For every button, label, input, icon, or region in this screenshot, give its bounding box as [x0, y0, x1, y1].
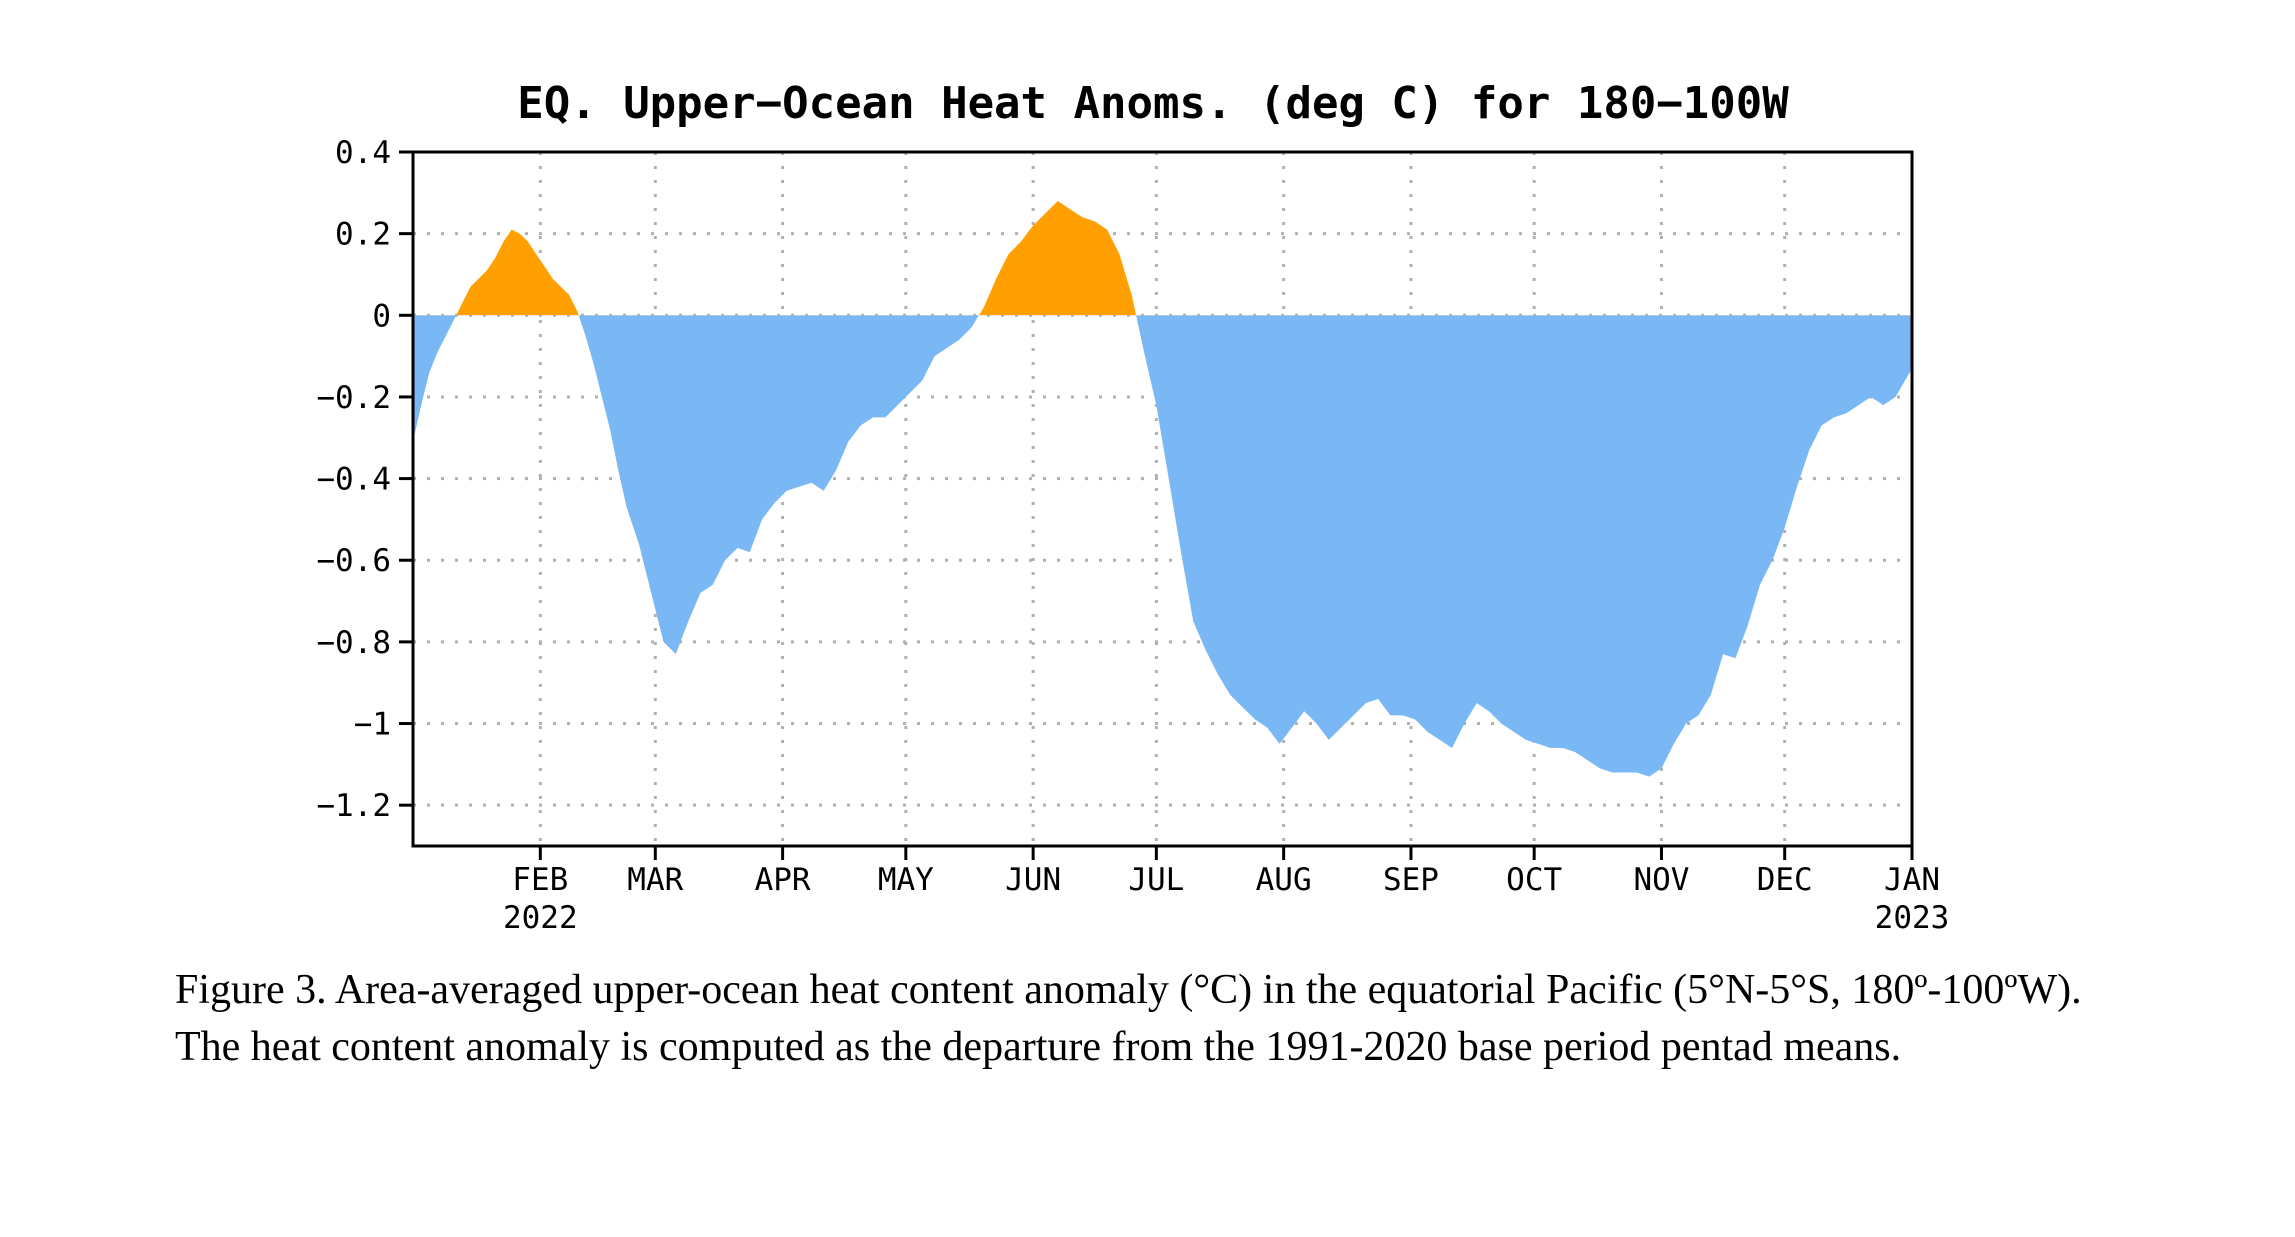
x-tick-label: MAR [627, 862, 683, 898]
positive-anomaly-area [413, 201, 1912, 316]
y-tick-label: 0.2 [335, 217, 391, 253]
x-tick-label: OCT [1506, 862, 1562, 898]
y-tick-label: −0.2 [316, 380, 391, 416]
y-axis: 0.4 0.2 0 −0.2 −0.4 −0.6 −0.8 −1 −1.2 [316, 135, 413, 824]
x-tick-label: JAN [1884, 862, 1940, 898]
y-tick-label: −0.6 [316, 543, 391, 579]
x-tick-label: DEC [1757, 862, 1813, 898]
x-tick-label: FEB [512, 862, 568, 898]
y-tick-label: −1.2 [316, 788, 391, 824]
y-tick-label: 0 [372, 298, 391, 334]
x-tick-label: MAY [878, 862, 934, 898]
chart-title: EQ. Upper−Ocean Heat Anoms. (deg C) for … [517, 78, 1789, 129]
x-tick-year-label: 2022 [503, 900, 578, 936]
x-tick-label: SEP [1383, 862, 1439, 898]
x-tick-label: JUN [1005, 862, 1061, 898]
x-tick-label: NOV [1633, 862, 1689, 898]
negative-anomaly-area [413, 315, 1912, 777]
y-tick-label: −0.4 [316, 462, 391, 498]
y-tick-label: −0.8 [316, 625, 391, 661]
y-tick-label: −1 [354, 707, 391, 743]
x-tick-label: APR [755, 862, 811, 898]
heat-anomaly-chart: EQ. Upper−Ocean Heat Anoms. (deg C) for … [316, 78, 1949, 936]
y-tick-label: 0.4 [335, 135, 391, 171]
plot-frame [411, 150, 1914, 848]
figure-caption: Figure 3. Area-averaged upper-ocean heat… [175, 967, 2082, 1070]
x-tick-label: JUL [1128, 862, 1184, 898]
x-tick-label: AUG [1256, 862, 1312, 898]
x-tick-year-label: 2023 [1875, 900, 1950, 936]
